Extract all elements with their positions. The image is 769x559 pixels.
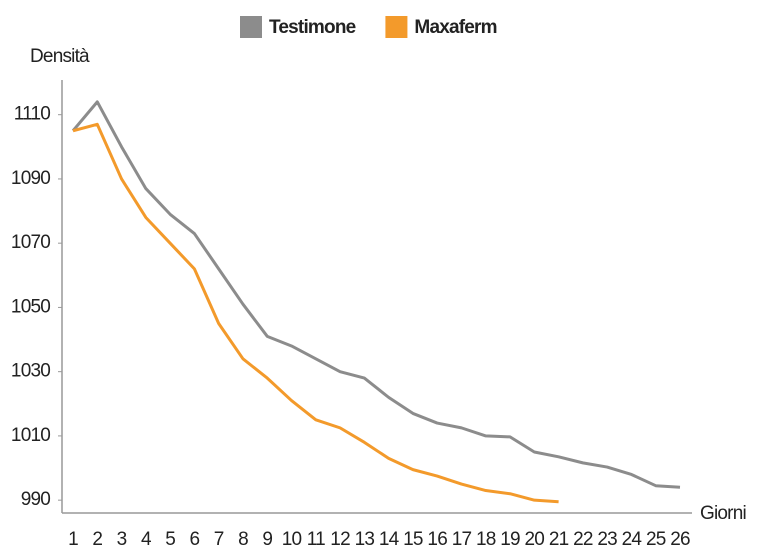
x-tick-label: 11: [307, 529, 325, 550]
series-line: [72, 122, 559, 504]
y-tick-label: 1070: [11, 232, 50, 253]
x-tick-label: 2: [92, 529, 102, 550]
legend-label: Maxaferm: [414, 17, 496, 38]
series-line: [71, 100, 681, 489]
x-tick-label: 23: [597, 529, 617, 550]
x-tick-label: 5: [165, 529, 175, 550]
x-tick-label: 19: [500, 529, 520, 550]
x-tick-label: 24: [622, 529, 643, 550]
x-tick-label: 17: [452, 529, 472, 550]
x-tick-label: 4: [141, 529, 152, 550]
x-tick-label: 18: [476, 529, 496, 550]
x-tick-label: 13: [355, 529, 375, 550]
y-tick-label: 1010: [11, 425, 50, 446]
y-axis-label: Densità: [30, 46, 90, 67]
y-tick-label: 1110: [14, 104, 50, 125]
x-tick-label: 21: [549, 529, 569, 550]
x-tick-label: 9: [262, 529, 272, 550]
y-tick-label: 1050: [11, 296, 50, 317]
x-tick-label: 12: [330, 529, 350, 550]
y-tick-label: 1090: [11, 168, 50, 189]
legend-swatch: [385, 16, 408, 38]
x-tick-label: 1: [68, 529, 78, 550]
x-tick-label: 10: [282, 529, 302, 550]
x-tick-label: 26: [670, 529, 690, 550]
legend: Testimone Maxaferm: [240, 16, 498, 38]
y-tick-label: 1030: [11, 361, 50, 382]
x-tick-label: 3: [117, 529, 127, 550]
x-tick-label: 15: [403, 529, 423, 550]
x-tick-label: 22: [573, 529, 593, 550]
x-axis-label: Giorni: [700, 503, 746, 524]
legend-swatch: [240, 16, 262, 38]
x-tick-label: 14: [379, 529, 400, 550]
x-tick-label: 20: [525, 529, 545, 550]
x-tick-label: 16: [427, 529, 447, 550]
x-tick-label: 7: [214, 529, 224, 550]
x-tick-label: 25: [646, 529, 666, 550]
x-tick-label: 6: [190, 529, 200, 550]
legend-label: Testimone: [269, 17, 356, 38]
x-tick-label: 8: [238, 529, 248, 550]
y-tick-label: 990: [21, 489, 51, 510]
